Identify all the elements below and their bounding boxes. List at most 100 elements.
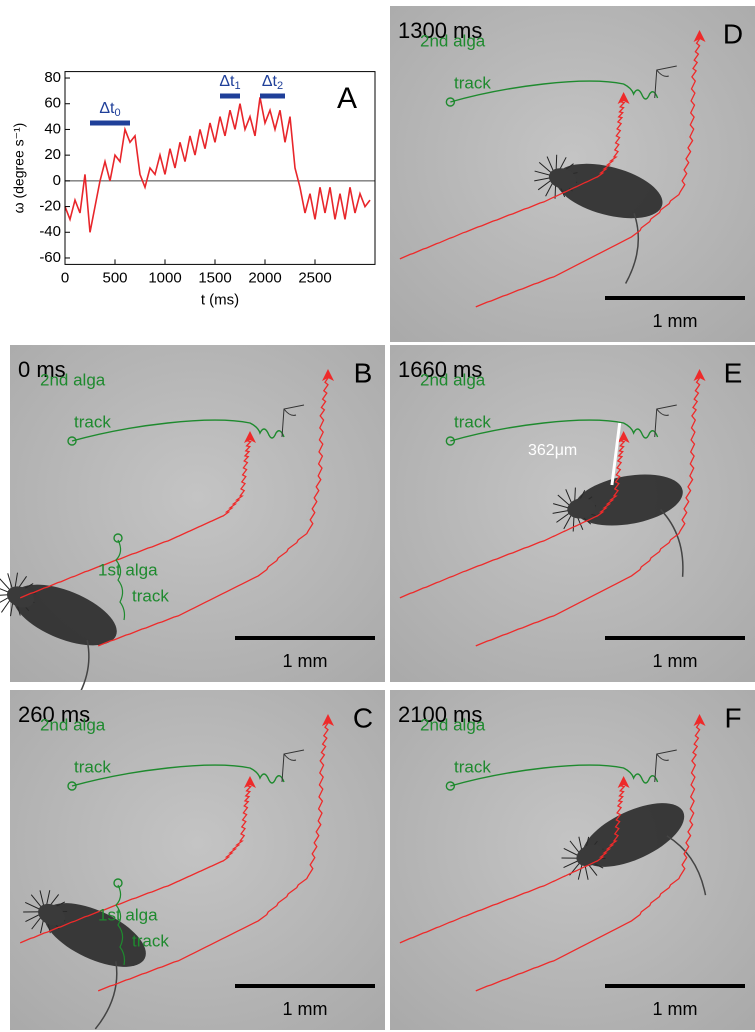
time-label: 260 ms [18, 702, 90, 727]
green-marker [445, 781, 456, 791]
time-label: 1660 ms [398, 357, 482, 382]
copepod [534, 154, 663, 284]
y-tick-label: 20 [44, 146, 61, 163]
micrograph-background [390, 690, 755, 1030]
copepod-body [555, 163, 663, 219]
x-tick-label: 2500 [298, 269, 331, 286]
y-axis-label: ω (degree s⁻¹) [11, 123, 27, 214]
green-track [71, 419, 285, 442]
track-arrow [244, 776, 256, 788]
alga-label: track [454, 73, 491, 92]
data-line [64, 97, 371, 233]
track-arrow [693, 714, 706, 726]
track-arrow [617, 431, 630, 443]
green-track [450, 764, 659, 787]
scale-label: 1 mm [653, 999, 698, 1019]
alga-label: 2nd alga [40, 370, 106, 389]
black-hook [654, 404, 677, 438]
green-marker [113, 533, 123, 543]
panel-letter: E [724, 357, 743, 388]
scale-label: 1 mm [653, 311, 698, 331]
micrograph-panel: 2100 ms F 2nd alga track 1 mm [390, 690, 755, 1030]
x-tick-label: 2000 [248, 269, 281, 286]
time-label: 0 ms [18, 357, 66, 382]
alga-label: 1st alga [98, 905, 158, 924]
copepod-antenna [660, 509, 684, 577]
time-label: 1300 ms [398, 18, 482, 43]
copepod-antenna [624, 213, 640, 284]
copepod-antenna [666, 835, 707, 896]
track-arrow [617, 776, 630, 788]
alga-label: 2nd alga [420, 715, 486, 734]
green-marker [113, 878, 123, 888]
copepod-body [13, 584, 117, 646]
y-tick-label: -20 [39, 198, 61, 215]
red-track [399, 95, 626, 260]
track-arrow [244, 431, 256, 443]
red-track [97, 717, 330, 992]
track-arrow [617, 92, 630, 104]
alga-label: track [132, 931, 169, 950]
alga-label: 2nd alga [420, 370, 486, 389]
y-tick-label: 80 [44, 69, 61, 86]
alga-label: 2nd alga [420, 31, 486, 50]
interval-label-sub: 2 [277, 80, 283, 92]
alga-label: track [132, 586, 169, 605]
x-tick-label: 1000 [148, 269, 181, 286]
green-marker [445, 436, 456, 446]
alga-label: track [454, 757, 491, 776]
green-track [450, 419, 659, 442]
red-track [475, 372, 702, 647]
micrograph-panel: 260 ms C 2nd alga track 1st alga track 1 mm [10, 690, 385, 1030]
green-marker [67, 436, 77, 446]
y-tick-label: 40 [44, 120, 61, 137]
red-track [475, 33, 702, 308]
interval-label-base: Δt [99, 100, 115, 117]
interval-label: Δt0 [99, 100, 120, 119]
panel-letter: D [723, 18, 743, 49]
green-track [71, 764, 285, 787]
black-hook [654, 749, 677, 783]
green-marker [67, 781, 77, 791]
black-hook [281, 749, 305, 783]
copepod-head [567, 498, 596, 519]
micrograph-panel: 0 ms B 2nd alga track 1st alga track 1 mm [0, 345, 385, 710]
y-tick-label: 0 [53, 172, 61, 189]
track-arrow [322, 714, 334, 726]
y-tick-label: -60 [39, 249, 61, 266]
x-tick-label: 500 [102, 269, 127, 286]
black-hook [654, 65, 677, 99]
panel-letter: B [354, 357, 373, 388]
alga-label: track [74, 757, 111, 776]
scale-label: 1 mm [653, 651, 698, 671]
plot-frame [64, 71, 376, 265]
x-axis-label: t (ms) [201, 291, 239, 308]
y-tick-label: -40 [39, 223, 61, 240]
black-hook [281, 404, 305, 438]
red-track [399, 779, 626, 944]
panel-letter: A [337, 82, 357, 115]
green-marker [445, 97, 456, 107]
micrograph-background [10, 690, 385, 1030]
interval-label-base: Δt [219, 73, 235, 90]
copepod-head [6, 586, 35, 608]
distance-label: 362μm [528, 442, 577, 459]
interval-label: Δt2 [262, 73, 283, 92]
copepod-antenna [94, 961, 118, 1030]
distance-line [610, 422, 622, 486]
interval-label-sub: 0 [115, 107, 121, 119]
red-track [97, 372, 330, 647]
alga-label: 2nd alga [40, 715, 106, 734]
y-tick-label: 60 [44, 95, 61, 112]
green-track [450, 80, 659, 103]
alga-label: 1st alga [98, 560, 158, 579]
track-arrow [693, 369, 706, 381]
interval-label-sub: 1 [235, 80, 241, 92]
green-track [115, 884, 126, 966]
copepod-body [44, 903, 146, 967]
panel-letter: F [724, 702, 741, 733]
micrograph-panel: 1660 ms E 2nd alga track 362μm 1 mm [390, 345, 755, 682]
alga-label: track [74, 412, 111, 431]
x-tick-label: 0 [61, 269, 69, 286]
